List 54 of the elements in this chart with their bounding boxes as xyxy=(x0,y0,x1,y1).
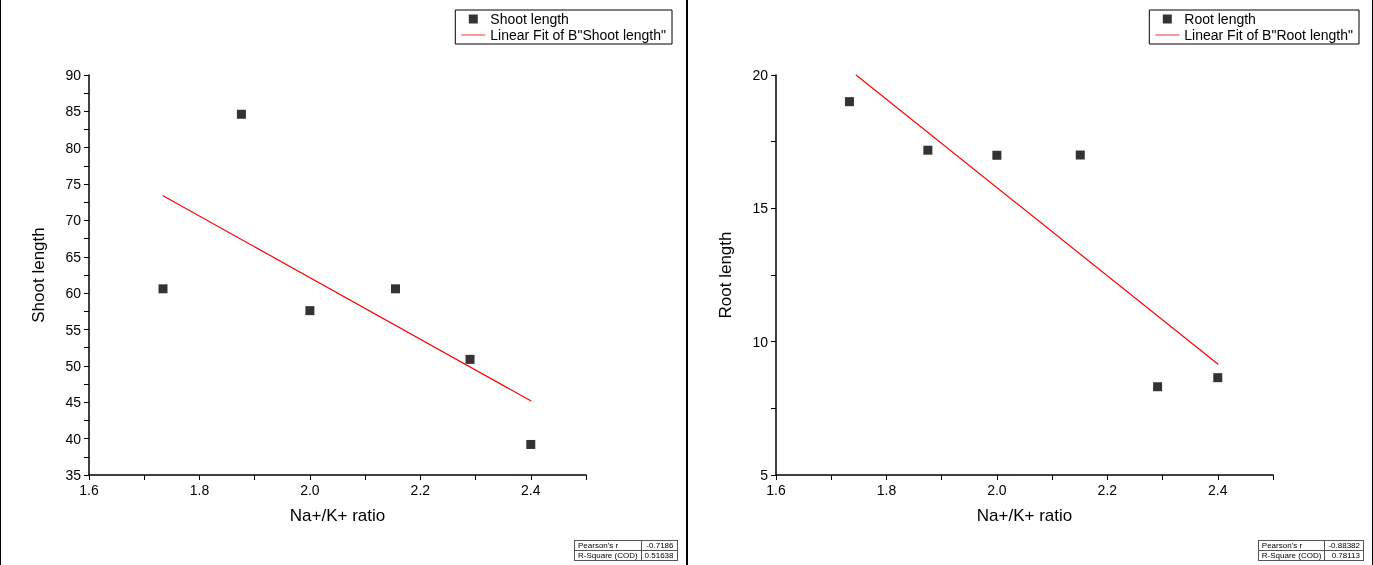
x-tick-label: 2.2 xyxy=(410,482,431,498)
text: 2.0 xyxy=(986,482,1007,498)
y-tick-label: 35 xyxy=(65,467,82,483)
y-tick-label: 45 xyxy=(65,394,82,411)
y-tick-label: 50 xyxy=(65,357,82,374)
point xyxy=(844,97,854,107)
x-tick-label: 2.2 xyxy=(1097,482,1117,498)
y-tick-label: 70 xyxy=(65,212,82,229)
y-axis-title: Shoot length xyxy=(29,227,48,323)
point xyxy=(305,306,315,316)
y-tick-label: 80 xyxy=(65,139,82,156)
point xyxy=(991,150,1001,160)
x-tick-label: 1.8 xyxy=(876,482,896,498)
y-tick-label: 20 xyxy=(751,67,768,83)
legend-label: Shoot length xyxy=(490,11,569,27)
text: -0.88382 xyxy=(1324,540,1364,551)
legend-label: Root length xyxy=(1183,11,1256,27)
x-axis-title: Na+/K+ ratio xyxy=(289,506,386,525)
y-tick-label: 65 xyxy=(65,248,82,265)
x-tick-label: 1.8 xyxy=(189,482,210,498)
text: -0.7186 xyxy=(641,540,677,551)
y-tick-label: 85 xyxy=(65,103,82,120)
text: 0.51638 xyxy=(641,550,677,561)
point xyxy=(1212,373,1222,383)
point xyxy=(1075,150,1085,160)
legend-label: Linear Fit of B"Shoot length" xyxy=(490,27,667,43)
point xyxy=(236,109,246,119)
y-tick-label: 10 xyxy=(751,333,768,350)
point xyxy=(922,145,932,155)
point xyxy=(158,284,168,294)
x-tick-label: 2.4 xyxy=(1207,482,1228,498)
y-tick-label: 75 xyxy=(65,176,82,193)
x-tick-label: 1.6 xyxy=(765,482,786,498)
y-tick-label: 55 xyxy=(65,321,82,338)
x-tick-label: 1.6 xyxy=(79,482,99,498)
point xyxy=(1152,382,1162,392)
y-tick-label: 90 xyxy=(65,67,82,83)
y-tick-label: 15 xyxy=(751,200,768,217)
point xyxy=(390,284,400,294)
point xyxy=(526,439,536,449)
text: 2.0 xyxy=(300,482,320,498)
x-axis-title: Na+/K+ ratio xyxy=(976,506,1072,525)
text: R-Square (COD) xyxy=(1258,550,1325,561)
y-tick-label: 5 xyxy=(759,467,768,483)
y-axis-title: Root length xyxy=(715,231,735,319)
text: Pearson's r xyxy=(574,540,642,551)
point xyxy=(465,354,475,364)
text: 0.78113 xyxy=(1324,550,1364,561)
y-tick-label: 60 xyxy=(65,285,82,302)
legend-label: Linear Fit of B"Root length" xyxy=(1183,27,1353,43)
x-tick-label: 2.4 xyxy=(521,482,541,498)
text: R-Square (COD) xyxy=(574,550,642,561)
text: Pearson's r xyxy=(1258,540,1325,551)
y-tick-label: 40 xyxy=(65,430,82,447)
